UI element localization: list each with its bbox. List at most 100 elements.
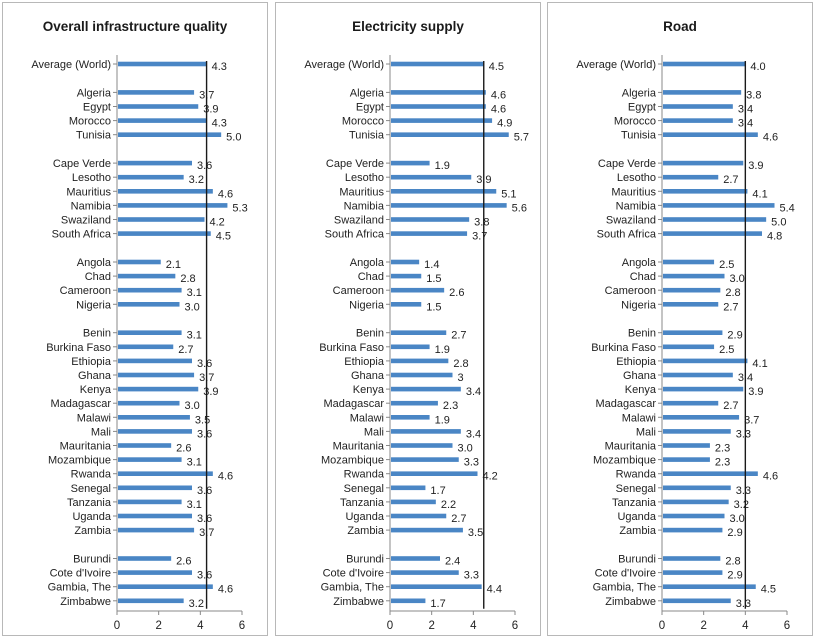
value-label: 1.5 — [426, 301, 441, 313]
category-label: Cameroon — [60, 285, 111, 297]
category-label: Tanzania — [340, 497, 385, 509]
x-tick-label: 4 — [742, 620, 749, 632]
category-label: Angola — [77, 257, 112, 269]
bar — [391, 203, 507, 208]
x-tick-label: 0 — [387, 620, 393, 632]
bar — [663, 386, 744, 392]
bar — [391, 302, 422, 307]
category-label: Ethiopia — [71, 356, 112, 368]
value-label: 2.3 — [715, 443, 730, 455]
value-label: 2.7 — [723, 174, 738, 186]
value-label: 2.7 — [723, 301, 738, 313]
category-label: Tanzania — [612, 497, 657, 509]
category-label: Morocco — [69, 116, 111, 128]
value-label: 2.7 — [723, 400, 738, 412]
bar — [118, 217, 205, 222]
value-label: 3.0 — [458, 443, 473, 455]
bar — [663, 443, 710, 448]
chart-panel-infrastructure: Overall infrastructure quality 0 2 4 6 Avera… — [2, 2, 268, 636]
category-label: Cape Verde — [53, 158, 111, 170]
category-label: Swaziland — [334, 215, 384, 227]
bar — [663, 330, 723, 335]
bar — [391, 471, 478, 476]
category-label: Mali — [91, 426, 111, 438]
value-label: 5.7 — [514, 132, 529, 144]
bar — [118, 61, 207, 67]
category-label: Senegal — [616, 483, 656, 495]
value-label: 4.6 — [491, 89, 506, 101]
bar — [118, 273, 176, 279]
category-label: South Africa — [597, 229, 657, 241]
bar — [663, 527, 723, 533]
value-label: 4.2 — [483, 471, 498, 483]
category-label: Egypt — [628, 102, 656, 114]
category-label: Kenya — [353, 384, 385, 396]
value-label: 2.9 — [727, 330, 742, 342]
bar — [391, 556, 440, 561]
value-label: 2.6 — [176, 556, 191, 568]
bar — [118, 386, 199, 392]
value-label: 3.0 — [185, 400, 200, 412]
category-label: Burundi — [73, 554, 111, 566]
value-label: 5.0 — [226, 132, 241, 144]
bar — [118, 358, 192, 364]
category-label: Lesotho — [617, 172, 656, 184]
bar — [663, 118, 733, 123]
category-label: Lesotho — [72, 172, 111, 184]
value-label: 4.6 — [763, 471, 778, 483]
bar — [663, 499, 729, 505]
value-label: 1.4 — [424, 259, 439, 271]
bar — [118, 189, 213, 194]
value-label: 2.6 — [176, 443, 191, 455]
category-label: Cote d'Ivoire — [595, 568, 656, 580]
bar — [391, 104, 486, 109]
bar — [118, 499, 182, 505]
bar — [391, 90, 486, 95]
bar — [663, 344, 715, 350]
bar-chart: 0 2 4 6 Average (World) 4.5 Algeria 4.6 Egypt 4.6… — [304, 55, 529, 632]
category-label: Mali — [364, 426, 384, 438]
value-label: 3.6 — [197, 485, 212, 497]
value-label: 4.2 — [210, 217, 225, 229]
category-label: Burkina Faso — [591, 342, 656, 354]
category-label: South Africa — [52, 229, 112, 241]
value-label: 2.8 — [725, 287, 740, 299]
category-label: Zimbabwe — [333, 596, 384, 608]
category-label: Tunisia — [349, 130, 385, 142]
value-label: 5.3 — [232, 202, 247, 214]
value-label: 3.3 — [736, 485, 751, 497]
bar — [118, 443, 172, 448]
value-label: 3.7 — [744, 414, 759, 426]
value-label: 4.3 — [212, 61, 227, 73]
x-tick-label: 0 — [659, 620, 665, 632]
value-label: 4.3 — [212, 118, 227, 130]
category-label: Zambia — [347, 525, 385, 537]
category-label: Egypt — [83, 102, 111, 114]
value-label: 4.9 — [497, 118, 512, 130]
value-label: 4.5 — [489, 61, 504, 73]
value-label: 3 — [458, 372, 464, 384]
bar — [391, 330, 447, 335]
value-label: 3.2 — [189, 174, 204, 186]
bar — [118, 259, 161, 265]
category-label: Madagascar — [323, 398, 384, 410]
category-label: Zambia — [74, 525, 112, 537]
value-label: 2.9 — [727, 527, 742, 539]
category-label: Uganda — [345, 511, 384, 523]
bar — [118, 400, 180, 406]
chart-panel-electricity: Electricity supply 0 2 4 6 Average (World) 4.… — [275, 2, 541, 636]
value-label: 2.7 — [451, 330, 466, 342]
bar — [663, 358, 748, 364]
category-label: Ghana — [78, 370, 112, 382]
value-label: 2.5 — [719, 259, 734, 271]
bar — [663, 485, 731, 491]
bar — [663, 174, 719, 180]
value-label: 3.8 — [474, 217, 489, 229]
category-label: Burundi — [346, 554, 384, 566]
category-label: Nigeria — [349, 299, 385, 311]
value-label: 4.6 — [763, 132, 778, 144]
category-label: Chad — [358, 271, 384, 283]
category-label: Mali — [636, 426, 656, 438]
category-label: Average (World) — [304, 59, 384, 71]
